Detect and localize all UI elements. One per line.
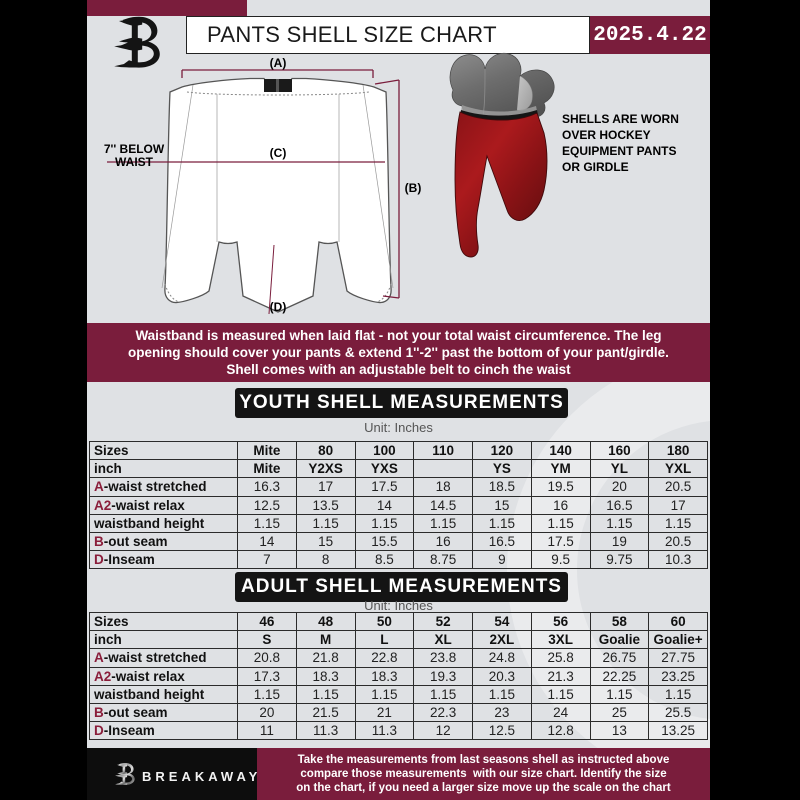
svg-text:OR GIRDLE: OR GIRDLE bbox=[562, 160, 629, 174]
svg-text:(A): (A) bbox=[270, 56, 287, 70]
svg-text:7'' BELOW: 7'' BELOW bbox=[104, 142, 165, 156]
svg-text:OVER HOCKEY: OVER HOCKEY bbox=[562, 128, 651, 142]
svg-text:SHELLS ARE WORN: SHELLS ARE WORN bbox=[562, 112, 679, 126]
svg-text:(D): (D) bbox=[270, 300, 287, 314]
svg-text:WAIST: WAIST bbox=[115, 155, 154, 169]
svg-text:(C): (C) bbox=[270, 146, 287, 160]
svg-text:EQUIPMENT PANTS: EQUIPMENT PANTS bbox=[562, 144, 676, 158]
svg-text:(B): (B) bbox=[405, 181, 422, 195]
